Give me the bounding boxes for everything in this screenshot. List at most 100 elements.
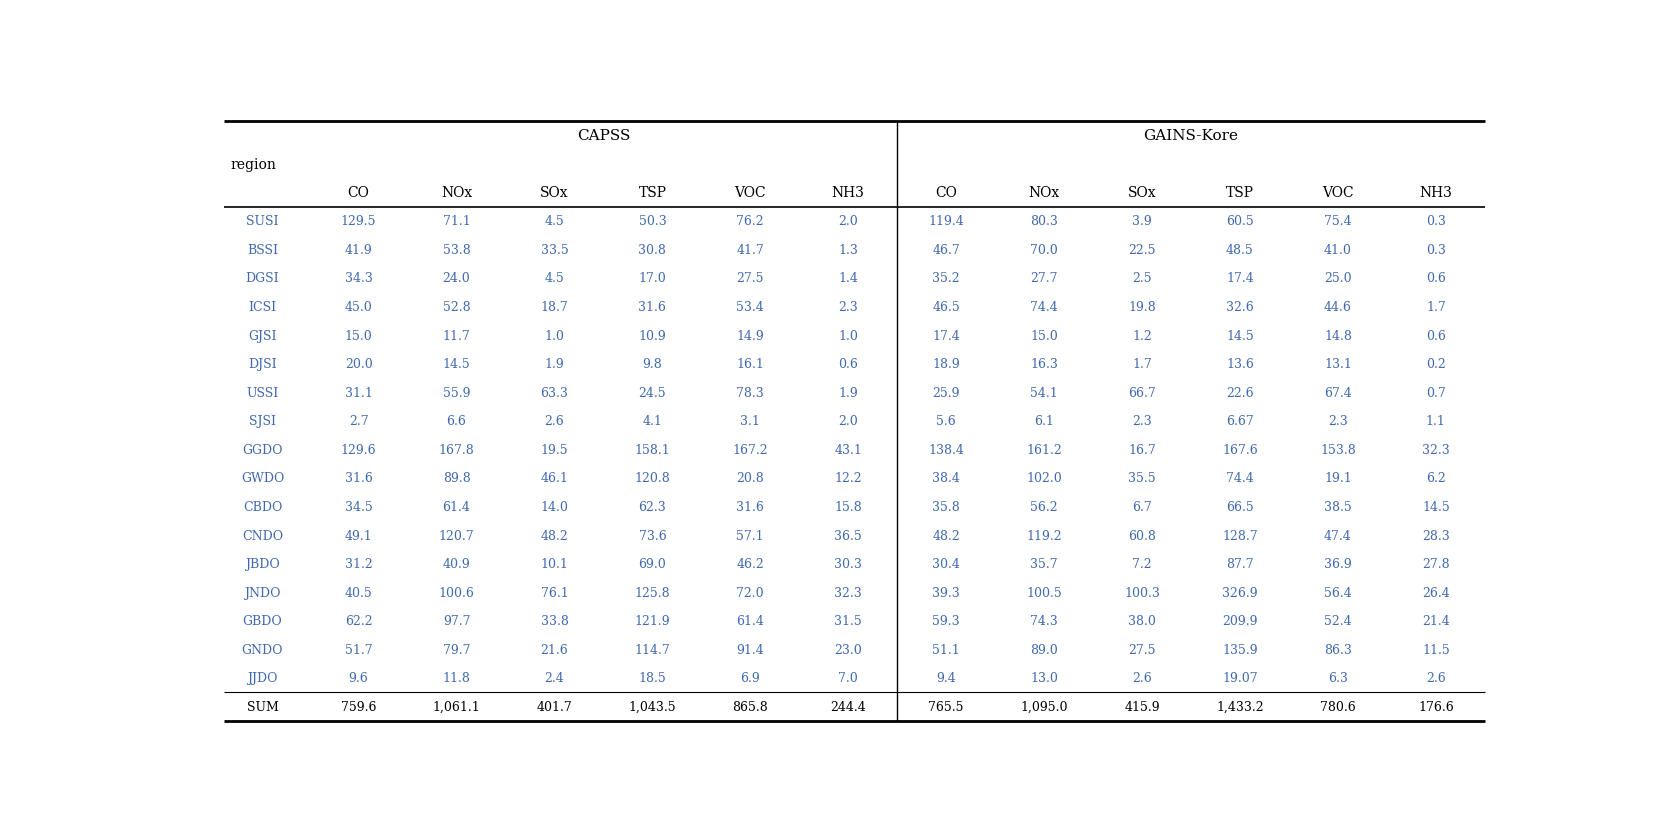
Text: 30.8: 30.8	[638, 243, 667, 257]
Text: 780.6: 780.6	[1320, 700, 1355, 713]
Text: 6.7: 6.7	[1132, 500, 1152, 513]
Text: 39.3: 39.3	[932, 586, 960, 599]
Text: SUM: SUM	[247, 700, 278, 713]
Text: 10.1: 10.1	[540, 557, 568, 570]
Text: 102.0: 102.0	[1027, 472, 1062, 485]
Text: 15.0: 15.0	[345, 330, 372, 342]
Text: 87.7: 87.7	[1227, 557, 1254, 570]
Text: 6.6: 6.6	[447, 415, 467, 428]
Text: 1.7: 1.7	[1425, 301, 1445, 314]
Text: 100.5: 100.5	[1027, 586, 1062, 599]
Text: 1.2: 1.2	[1132, 330, 1152, 342]
Text: 1.9: 1.9	[839, 387, 859, 399]
Text: CAPSS: CAPSS	[577, 129, 630, 143]
Text: 128.7: 128.7	[1222, 529, 1259, 542]
Text: 10.9: 10.9	[638, 330, 667, 342]
Text: 1.0: 1.0	[839, 330, 859, 342]
Text: 44.6: 44.6	[1324, 301, 1352, 314]
Text: NH3: NH3	[1419, 186, 1452, 200]
Text: 46.1: 46.1	[540, 472, 568, 485]
Text: 2.4: 2.4	[545, 672, 565, 685]
Text: 11.7: 11.7	[443, 330, 470, 342]
Text: 9.6: 9.6	[348, 672, 368, 685]
Text: 16.1: 16.1	[737, 358, 763, 371]
Text: 765.5: 765.5	[929, 700, 964, 713]
Text: 0.3: 0.3	[1425, 243, 1445, 257]
Text: 66.5: 66.5	[1227, 500, 1254, 513]
Text: 52.4: 52.4	[1324, 614, 1352, 628]
Text: 4.1: 4.1	[642, 415, 662, 428]
Text: CO: CO	[348, 186, 370, 200]
Text: 41.0: 41.0	[1324, 243, 1352, 257]
Text: 48.2: 48.2	[540, 529, 568, 542]
Text: 18.5: 18.5	[638, 672, 667, 685]
Text: 20.0: 20.0	[345, 358, 372, 371]
Text: 2.6: 2.6	[1425, 672, 1445, 685]
Text: 52.8: 52.8	[443, 301, 470, 314]
Text: 35.5: 35.5	[1129, 472, 1155, 485]
Text: 11.8: 11.8	[442, 672, 470, 685]
Text: 60.8: 60.8	[1129, 529, 1155, 542]
Text: GBDO: GBDO	[243, 614, 282, 628]
Text: 19.5: 19.5	[540, 443, 568, 456]
Text: 31.6: 31.6	[345, 472, 372, 485]
Text: 0.6: 0.6	[1425, 330, 1445, 342]
Text: 25.0: 25.0	[1324, 272, 1352, 285]
Text: 23.0: 23.0	[835, 643, 862, 656]
Text: 1,043.5: 1,043.5	[628, 700, 677, 713]
Text: 14.9: 14.9	[737, 330, 763, 342]
Text: 4.5: 4.5	[545, 272, 565, 285]
Text: 100.3: 100.3	[1124, 586, 1160, 599]
Text: 18.7: 18.7	[540, 301, 568, 314]
Text: 24.0: 24.0	[443, 272, 470, 285]
Text: 41.7: 41.7	[737, 243, 763, 257]
Text: 161.2: 161.2	[1027, 443, 1062, 456]
Text: SOx: SOx	[1127, 186, 1157, 200]
Text: 48.2: 48.2	[932, 529, 960, 542]
Text: 38.0: 38.0	[1129, 614, 1155, 628]
Text: 24.5: 24.5	[638, 387, 667, 399]
Text: 45.0: 45.0	[345, 301, 372, 314]
Text: 27.7: 27.7	[1030, 272, 1059, 285]
Text: 158.1: 158.1	[635, 443, 670, 456]
Text: NH3: NH3	[832, 186, 865, 200]
Text: 167.6: 167.6	[1222, 443, 1259, 456]
Text: 13.6: 13.6	[1225, 358, 1254, 371]
Text: 31.1: 31.1	[345, 387, 372, 399]
Text: NOx: NOx	[440, 186, 472, 200]
Text: 176.6: 176.6	[1419, 700, 1454, 713]
Text: 97.7: 97.7	[443, 614, 470, 628]
Text: region: region	[230, 157, 277, 171]
Text: 50.3: 50.3	[638, 215, 667, 228]
Text: 31.5: 31.5	[835, 614, 862, 628]
Text: 53.4: 53.4	[737, 301, 763, 314]
Text: SUSI: SUSI	[247, 215, 278, 228]
Text: 74.4: 74.4	[1227, 472, 1254, 485]
Text: 25.9: 25.9	[932, 387, 960, 399]
Text: 74.3: 74.3	[1030, 614, 1059, 628]
Text: 89.8: 89.8	[443, 472, 470, 485]
Text: 7.0: 7.0	[839, 672, 859, 685]
Text: BSSI: BSSI	[247, 243, 278, 257]
Text: 43.1: 43.1	[834, 443, 862, 456]
Text: 119.4: 119.4	[929, 215, 964, 228]
Text: 1.3: 1.3	[839, 243, 859, 257]
Text: 38.4: 38.4	[932, 472, 960, 485]
Text: 1,095.0: 1,095.0	[1020, 700, 1069, 713]
Text: 32.3: 32.3	[1422, 443, 1450, 456]
Text: 0.3: 0.3	[1425, 215, 1445, 228]
Text: 59.3: 59.3	[932, 614, 960, 628]
Text: 14.0: 14.0	[540, 500, 568, 513]
Text: 27.5: 27.5	[737, 272, 763, 285]
Text: NOx: NOx	[1029, 186, 1060, 200]
Text: 60.5: 60.5	[1227, 215, 1254, 228]
Text: GJSI: GJSI	[248, 330, 277, 342]
Text: 61.4: 61.4	[442, 500, 470, 513]
Text: 326.9: 326.9	[1222, 586, 1259, 599]
Text: 15.0: 15.0	[1030, 330, 1059, 342]
Text: 47.4: 47.4	[1324, 529, 1352, 542]
Text: 74.4: 74.4	[1030, 301, 1059, 314]
Text: TSP: TSP	[1225, 186, 1254, 200]
Text: 48.5: 48.5	[1227, 243, 1254, 257]
Text: 72.0: 72.0	[737, 586, 763, 599]
